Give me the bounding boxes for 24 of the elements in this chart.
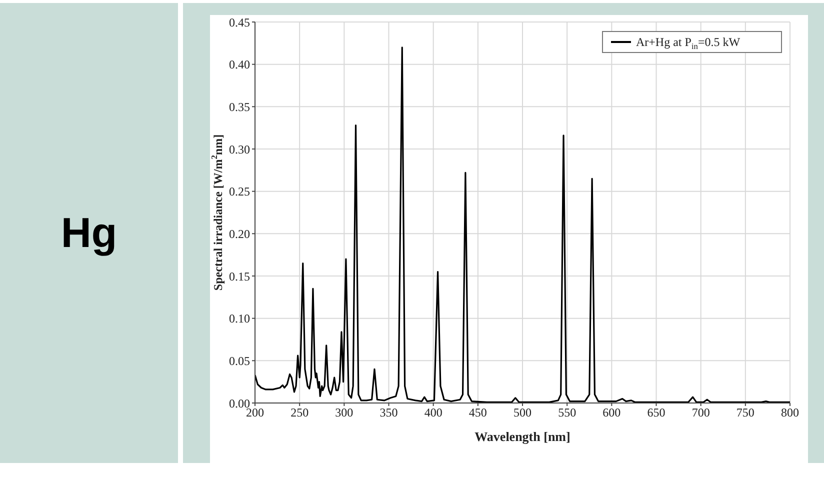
y-tick-label: 0.30 <box>229 142 250 156</box>
x-tick-label: 500 <box>514 406 532 420</box>
x-tick-label: 800 <box>781 406 799 420</box>
y-tick-label: 0.10 <box>229 312 250 326</box>
y-tick-label: 0.45 <box>229 15 250 30</box>
y-tick-label: 0.20 <box>229 226 250 241</box>
y-tick-label: 0.15 <box>229 269 250 284</box>
x-tick-label: 350 <box>380 406 398 420</box>
x-tick-label: 400 <box>424 406 442 420</box>
y-tick-label: 0.05 <box>229 354 250 368</box>
x-tick-label: 750 <box>736 406 754 420</box>
legend-label: Ar+Hg at P$_{in}$=0.5 kW <box>636 34 741 51</box>
x-axis-title: Wavelength [nm] <box>474 429 570 444</box>
y-tick-label: 0.35 <box>229 100 250 114</box>
x-tick-label: 550 <box>558 406 576 420</box>
y-tick-label: 0.40 <box>229 58 250 72</box>
x-tick-label: 650 <box>647 406 666 420</box>
x-tick-label: 600 <box>602 406 621 420</box>
y-tick-label: 0.25 <box>229 184 250 199</box>
text: Hg <box>61 209 117 257</box>
x-tick-label: 450 <box>468 406 487 420</box>
x-tick-label: 250 <box>290 406 309 420</box>
x-tick-label: 300 <box>335 406 354 420</box>
x-tick-label: 700 <box>692 406 710 420</box>
